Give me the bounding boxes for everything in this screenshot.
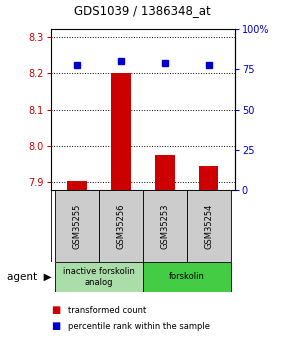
Bar: [143, 262, 231, 292]
Text: agent  ▶: agent ▶: [7, 272, 52, 282]
Bar: [67, 181, 87, 190]
Bar: [99, 190, 143, 262]
Text: inactive forskolin
analog: inactive forskolin analog: [63, 267, 135, 287]
Text: ■: ■: [51, 306, 60, 315]
Bar: [111, 73, 131, 190]
Bar: [155, 155, 175, 190]
Bar: [199, 166, 218, 190]
Text: forskolin: forskolin: [169, 272, 205, 282]
Text: GSM35253: GSM35253: [160, 203, 169, 249]
Bar: [55, 190, 99, 262]
Text: ■: ■: [51, 321, 60, 331]
Text: percentile rank within the sample: percentile rank within the sample: [68, 322, 210, 331]
Text: transformed count: transformed count: [68, 306, 146, 315]
Text: GSM35255: GSM35255: [72, 203, 81, 249]
Bar: [143, 190, 187, 262]
Text: GSM35254: GSM35254: [204, 203, 213, 249]
Text: GSM35256: GSM35256: [116, 203, 125, 249]
Text: GDS1039 / 1386348_at: GDS1039 / 1386348_at: [75, 4, 211, 17]
Bar: [55, 262, 143, 292]
Bar: [187, 190, 231, 262]
